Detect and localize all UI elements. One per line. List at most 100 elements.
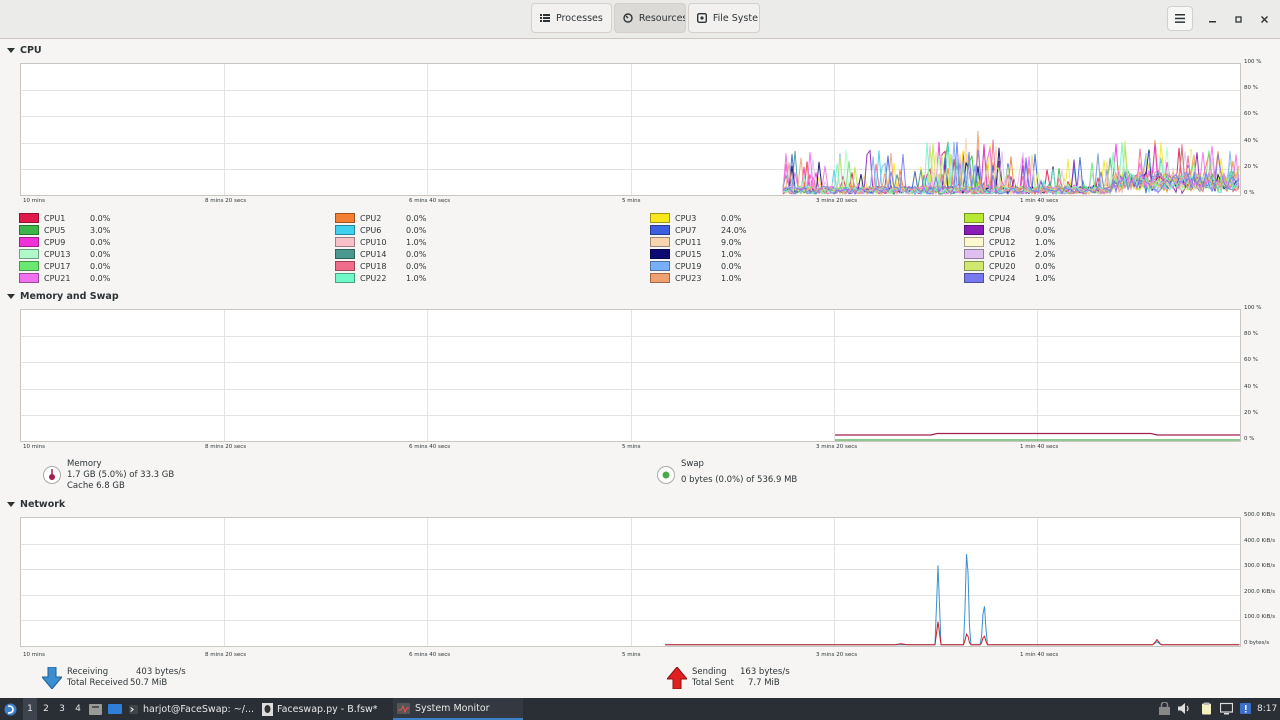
cpu-legend-item[interactable]: CPU3 0.0% bbox=[650, 213, 761, 223]
color-swatch[interactable] bbox=[964, 225, 984, 235]
task-terminal[interactable]: harjot@FaceSwap: ~/... bbox=[129, 698, 254, 720]
cpu-legend-item[interactable]: CPU20 0.0% bbox=[964, 261, 1075, 271]
cpu-legend-item[interactable]: CPU8 0.0% bbox=[964, 225, 1075, 235]
cpu-name: CPU15 bbox=[675, 249, 702, 259]
close-button[interactable] bbox=[1257, 12, 1271, 26]
file-manager-launcher[interactable] bbox=[89, 698, 102, 720]
workspace-3[interactable]: 3 bbox=[59, 704, 65, 714]
receiving-arrow-icon[interactable] bbox=[42, 667, 62, 689]
cpu-series-line bbox=[782, 145, 1240, 195]
color-swatch[interactable] bbox=[964, 261, 984, 271]
memory-section-header[interactable]: Memory and Swap bbox=[7, 291, 119, 302]
x-axis-tick: 6 mins 40 secs bbox=[409, 652, 451, 658]
cpu-legend-item[interactable]: CPU2 0.0% bbox=[335, 213, 446, 223]
cpu-legend-item[interactable]: CPU21 0.0% bbox=[19, 273, 130, 283]
list-icon bbox=[540, 14, 550, 22]
workspace-1[interactable]: 1 bbox=[23, 698, 37, 720]
display-icon[interactable] bbox=[1220, 702, 1233, 715]
cpu-legend-item[interactable]: CPU9 0.0% bbox=[19, 237, 130, 247]
cpu-usage-value: 1.0% bbox=[721, 249, 742, 259]
disk-icon bbox=[696, 13, 707, 23]
clipboard-icon[interactable] bbox=[1200, 702, 1213, 715]
color-swatch[interactable] bbox=[335, 237, 355, 247]
color-swatch[interactable] bbox=[650, 273, 670, 283]
color-swatch[interactable] bbox=[19, 237, 39, 247]
color-swatch[interactable] bbox=[650, 249, 670, 259]
network-series-line bbox=[665, 621, 1240, 646]
cpu-legend-item[interactable]: CPU1 0.0% bbox=[19, 213, 130, 223]
cpu-name: CPU8 bbox=[989, 225, 1011, 235]
workspace-2[interactable]: 2 bbox=[43, 704, 49, 714]
color-swatch[interactable] bbox=[650, 213, 670, 223]
color-swatch[interactable] bbox=[650, 225, 670, 235]
cpu-legend-item[interactable]: CPU17 0.0% bbox=[19, 261, 130, 271]
cpu-usage-value: 0.0% bbox=[406, 261, 427, 271]
color-swatch[interactable] bbox=[19, 225, 39, 235]
clock[interactable]: 8:17 bbox=[1257, 704, 1278, 714]
color-swatch[interactable] bbox=[19, 213, 39, 223]
cpu-legend-item[interactable]: CPU5 3.0% bbox=[19, 225, 130, 235]
cpu-legend-item[interactable]: CPU18 0.0% bbox=[335, 261, 446, 271]
minimize-button[interactable] bbox=[1205, 12, 1219, 26]
color-swatch[interactable] bbox=[19, 273, 39, 283]
cpu-legend-item[interactable]: CPU14 0.0% bbox=[335, 249, 446, 259]
color-swatch[interactable] bbox=[335, 249, 355, 259]
memory-pie-chart[interactable] bbox=[43, 466, 61, 484]
color-swatch[interactable] bbox=[335, 213, 355, 223]
swap-pie-chart[interactable] bbox=[657, 466, 675, 484]
tab-file-systems[interactable]: File Syste bbox=[687, 3, 760, 33]
cpu-usage-value: 1.0% bbox=[721, 273, 742, 283]
cpu-name: CPU4 bbox=[989, 213, 1011, 223]
tab-resources[interactable]: Resources bbox=[613, 3, 686, 33]
color-swatch[interactable] bbox=[335, 261, 355, 271]
cpu-usage-value: 1.0% bbox=[1035, 273, 1056, 283]
cpu-legend-item[interactable]: CPU22 1.0% bbox=[335, 273, 446, 283]
tab-processes[interactable]: Processes bbox=[531, 3, 612, 33]
maximize-button[interactable] bbox=[1231, 12, 1245, 26]
cpu-section-header[interactable]: CPU bbox=[7, 45, 42, 56]
cpu-legend-item[interactable]: CPU10 1.0% bbox=[335, 237, 446, 247]
updates-icon[interactable] bbox=[1239, 702, 1252, 715]
color-swatch[interactable] bbox=[19, 261, 39, 271]
task-system-monitor[interactable]: System Monitor bbox=[393, 698, 523, 720]
cpu-legend-item[interactable]: CPU15 1.0% bbox=[650, 249, 761, 259]
cpu-legend-item[interactable]: CPU6 0.0% bbox=[335, 225, 446, 235]
cpu-legend-item[interactable]: CPU19 0.0% bbox=[650, 261, 761, 271]
show-desktop-launcher[interactable] bbox=[108, 698, 122, 720]
task-faceswap[interactable]: Faceswap.py - B.fsw* bbox=[262, 698, 387, 720]
cpu-legend-item[interactable]: CPU7 24.0% bbox=[650, 225, 761, 235]
sending-arrow-icon[interactable] bbox=[667, 667, 687, 689]
color-swatch[interactable] bbox=[650, 237, 670, 247]
cpu-name: CPU21 bbox=[44, 273, 71, 283]
cpu-legend-item[interactable]: CPU23 1.0% bbox=[650, 273, 761, 283]
color-swatch[interactable] bbox=[964, 273, 984, 283]
receiving-value: 403 bytes/s bbox=[136, 667, 186, 677]
cpu-usage-value: 2.0% bbox=[1035, 249, 1056, 259]
cpu-legend-item[interactable]: CPU16 2.0% bbox=[964, 249, 1075, 259]
memory-info: Memory 1.7 GB (5.0%) of 33.3 GB Cache 6.… bbox=[67, 459, 174, 492]
cpu-legend-item[interactable]: CPU12 1.0% bbox=[964, 237, 1075, 247]
color-swatch[interactable] bbox=[964, 249, 984, 259]
color-swatch[interactable] bbox=[19, 249, 39, 259]
color-swatch[interactable] bbox=[650, 261, 670, 271]
color-swatch[interactable] bbox=[335, 273, 355, 283]
cpu-legend-item[interactable]: CPU11 9.0% bbox=[650, 237, 761, 247]
network-section-header[interactable]: Network bbox=[7, 499, 65, 510]
workspace-4[interactable]: 4 bbox=[75, 704, 81, 714]
cpu-legend-item[interactable]: CPU4 9.0% bbox=[964, 213, 1075, 223]
section-title: Memory and Swap bbox=[20, 291, 119, 302]
cpu-name: CPU16 bbox=[989, 249, 1016, 259]
app-menu-button[interactable] bbox=[4, 698, 17, 720]
x-axis-tick: 10 mins bbox=[23, 444, 45, 450]
color-swatch[interactable] bbox=[964, 237, 984, 247]
volume-icon[interactable] bbox=[1177, 702, 1190, 715]
color-swatch[interactable] bbox=[335, 225, 355, 235]
color-swatch[interactable] bbox=[964, 213, 984, 223]
cpu-usage-value: 24.0% bbox=[721, 225, 747, 235]
cpu-legend-item[interactable]: CPU13 0.0% bbox=[19, 249, 130, 259]
y-axis-tick: 100 % bbox=[1244, 305, 1262, 311]
cpu-legend-item[interactable]: CPU24 1.0% bbox=[964, 273, 1075, 283]
main-menu-button[interactable] bbox=[1167, 6, 1193, 31]
lock-tray-icon[interactable] bbox=[1158, 702, 1171, 715]
y-axis-tick: 0 % bbox=[1244, 190, 1255, 196]
